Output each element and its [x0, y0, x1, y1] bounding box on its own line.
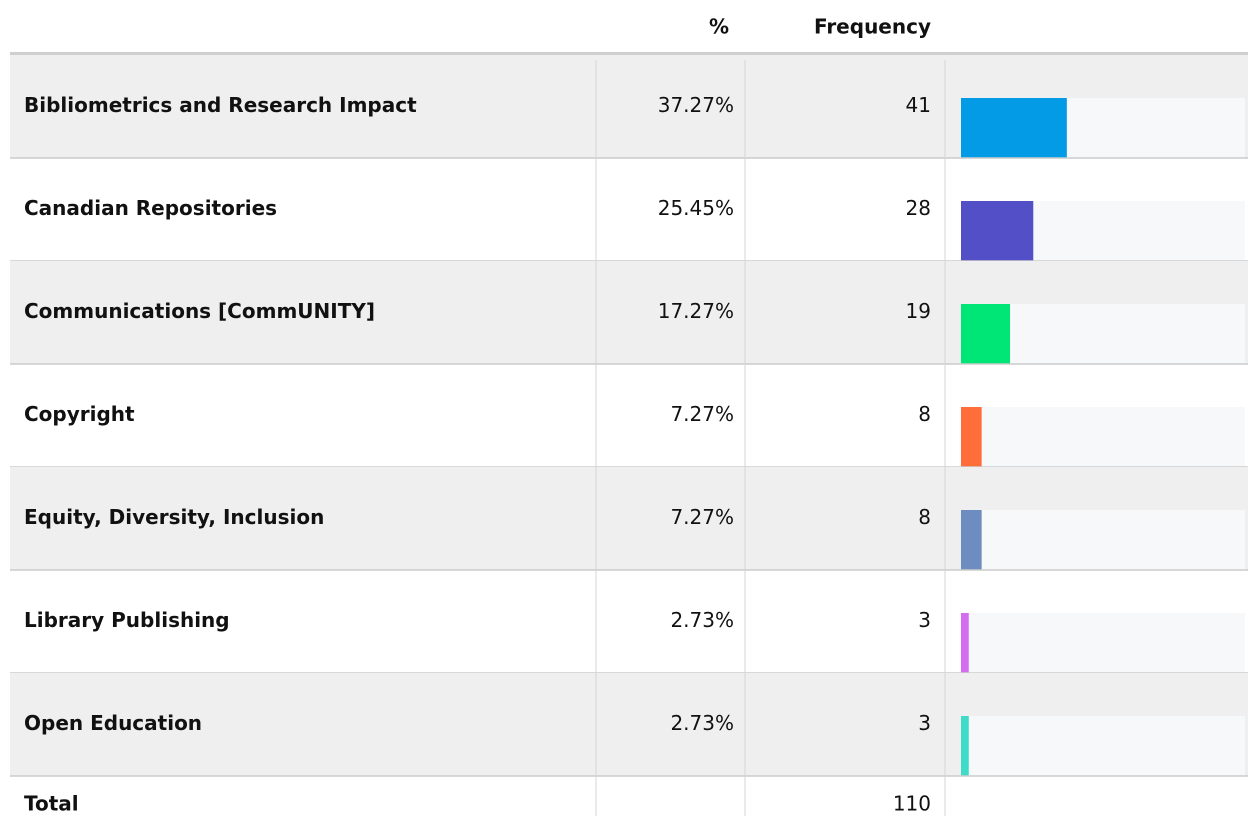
bar	[961, 304, 1011, 364]
bar	[961, 98, 1067, 158]
bar-track	[961, 613, 1245, 673]
header-rule	[10, 52, 1248, 55]
row-frequency: 41	[906, 93, 931, 117]
bar	[961, 613, 969, 673]
row-percent: 7.27%	[670, 505, 734, 529]
row-label: Canadian Repositories	[24, 196, 277, 220]
bar	[961, 510, 982, 570]
total-label: Total	[24, 792, 79, 816]
row-frequency: 8	[918, 402, 931, 426]
row-label: Library Publishing	[24, 608, 230, 632]
bar	[961, 201, 1034, 261]
bar	[961, 407, 982, 467]
row-percent: 7.27%	[670, 402, 734, 426]
row-frequency: 28	[906, 196, 931, 220]
row-frequency: 19	[906, 299, 931, 323]
row-label: Bibliometrics and Research Impact	[24, 93, 417, 117]
bar-track	[961, 407, 1245, 467]
bar-track	[961, 510, 1245, 570]
total-frequency: 110	[893, 792, 931, 816]
header-percent: %	[709, 15, 729, 39]
row-label: Equity, Diversity, Inclusion	[24, 505, 324, 529]
row-label: Open Education	[24, 711, 202, 735]
row-percent: 2.73%	[670, 608, 734, 632]
row-frequency: 3	[918, 711, 931, 735]
row-frequency: 3	[918, 608, 931, 632]
row-label: Communications [CommUNITY]	[24, 299, 375, 323]
row-label: Copyright	[24, 402, 135, 426]
bar	[961, 716, 969, 776]
row-percent: 17.27%	[658, 299, 734, 323]
bar-track	[961, 716, 1245, 776]
row-percent: 2.73%	[670, 711, 734, 735]
header-frequency: Frequency	[814, 15, 931, 39]
row-frequency: 8	[918, 505, 931, 529]
row-percent: 25.45%	[658, 196, 734, 220]
row-percent: 37.27%	[658, 93, 734, 117]
